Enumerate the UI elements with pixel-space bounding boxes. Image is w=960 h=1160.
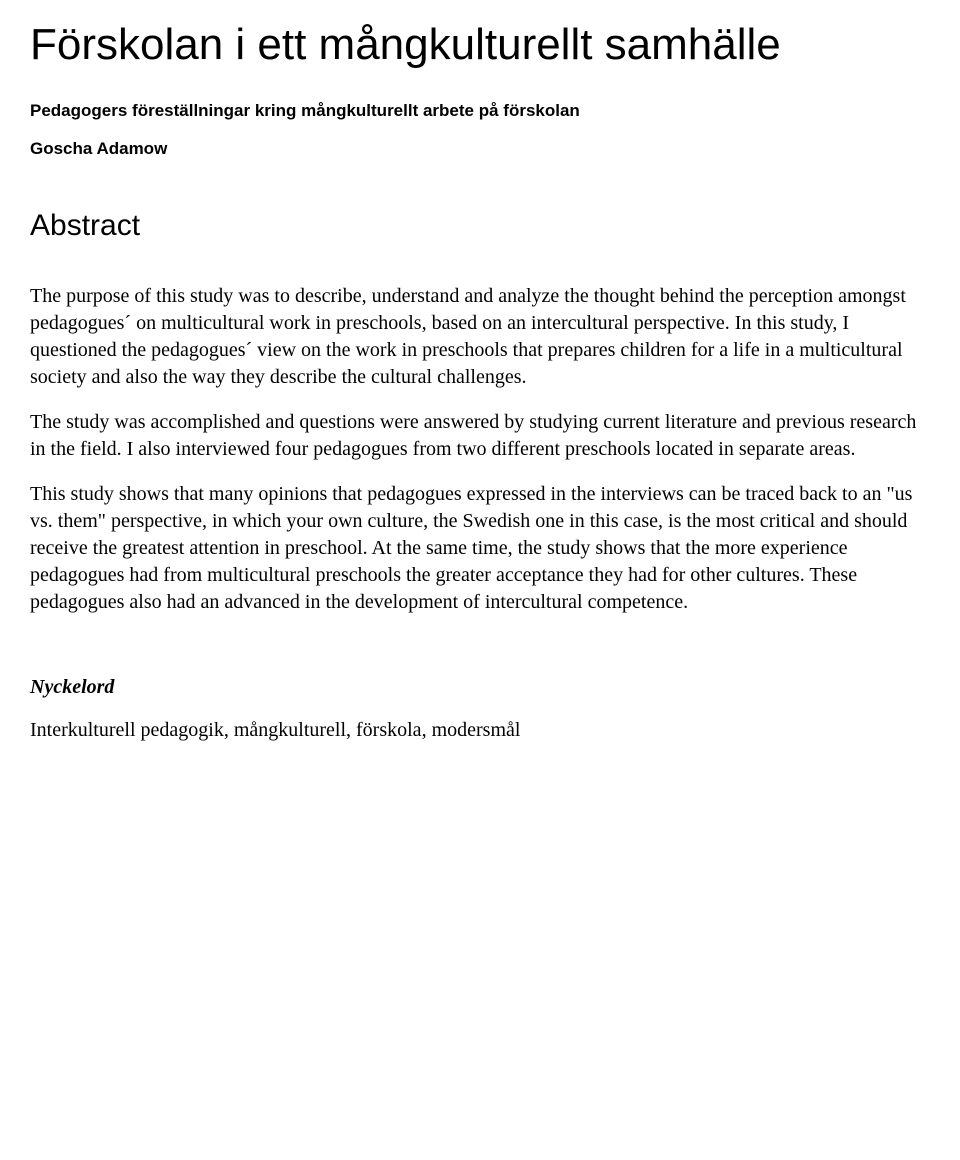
abstract-paragraph: The purpose of this study was to describ… <box>30 283 930 391</box>
keywords-text: Interkulturell pedagogik, mångkulturell,… <box>30 719 930 742</box>
abstract-paragraph: The study was accomplished and questions… <box>30 409 930 463</box>
keywords-heading: Nyckelord <box>30 676 930 699</box>
document-author: Goscha Adamow <box>30 139 930 159</box>
abstract-paragraph: This study shows that many opinions that… <box>30 481 930 616</box>
abstract-heading: Abstract <box>30 209 930 243</box>
document-title: Förskolan i ett mångkulturellt samhälle <box>30 20 930 71</box>
document-subtitle: Pedagogers föreställningar kring mångkul… <box>30 101 930 121</box>
